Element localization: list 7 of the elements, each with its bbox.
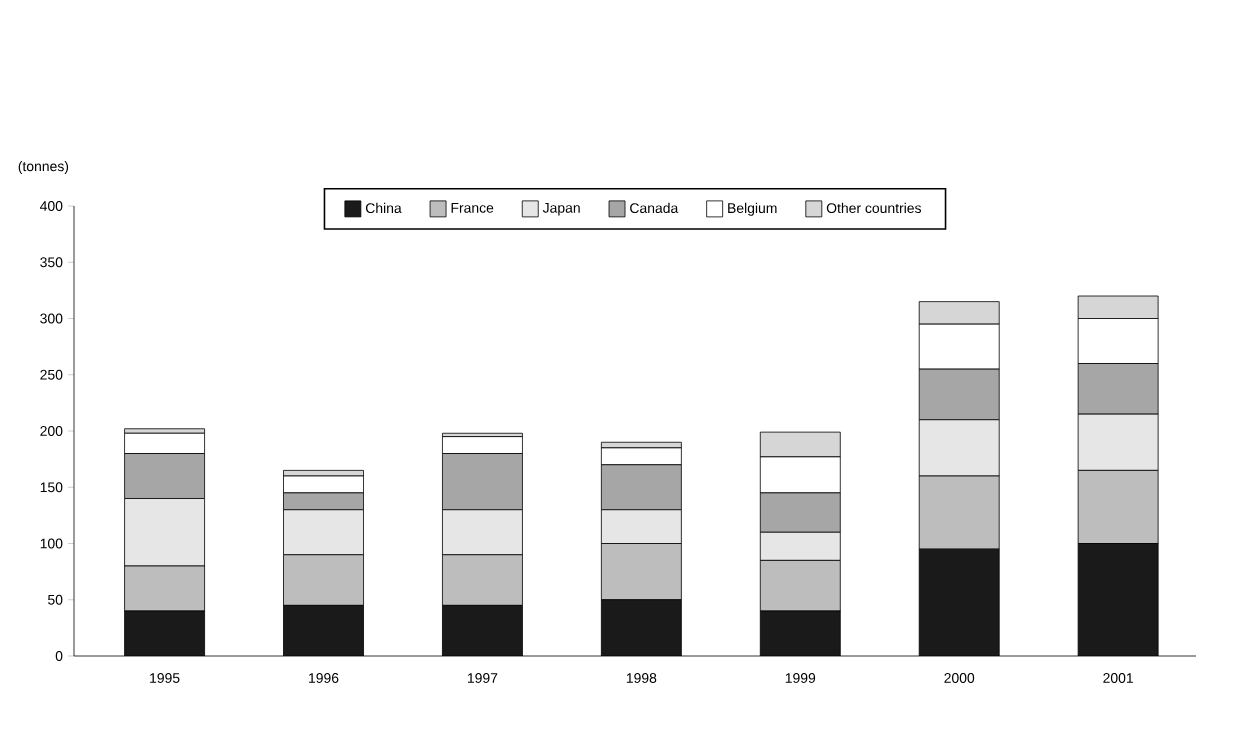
bar <box>601 599 682 656</box>
bar <box>442 605 523 656</box>
bar <box>919 549 1000 656</box>
bar <box>1077 543 1159 656</box>
bar <box>283 605 364 656</box>
bar <box>124 611 205 656</box>
bar <box>760 611 841 656</box>
